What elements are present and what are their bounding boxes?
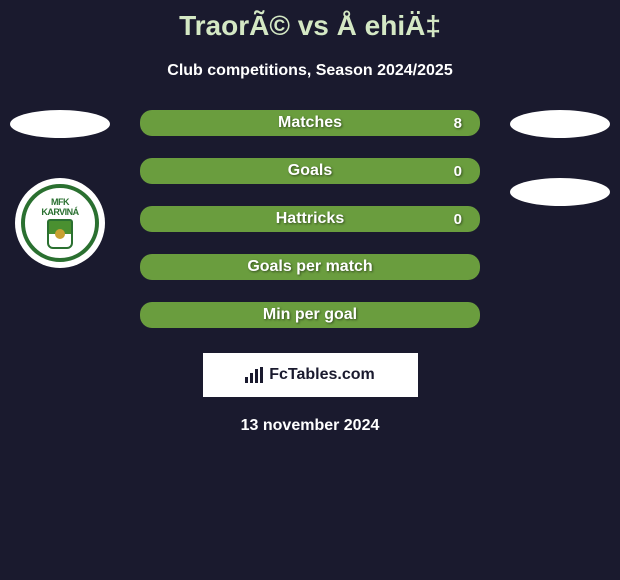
main-content: MFK KARVINÁ Matches 8 Goals 0 Hattricks … [0, 110, 620, 328]
stat-label: Goals per match [247, 258, 372, 276]
shield-ball-icon [55, 229, 65, 239]
stat-label: Min per goal [263, 306, 357, 324]
stat-value: 8 [454, 115, 462, 132]
brand-text: FcTables.com [269, 366, 375, 384]
left-column: MFK KARVINÁ [10, 110, 110, 268]
stat-row-hattricks: Hattricks 0 [140, 206, 480, 232]
page-subtitle: Club competitions, Season 2024/2025 [167, 62, 452, 80]
stat-value: 0 [454, 211, 462, 228]
stat-value: 0 [454, 163, 462, 180]
bars-icon [245, 367, 263, 383]
club-logo-inner: MFK KARVINÁ [21, 184, 99, 262]
footer-brand-box: FcTables.com [203, 353, 418, 397]
stat-label: Matches [278, 114, 342, 132]
right-column [510, 110, 610, 206]
stat-label: Goals [288, 162, 332, 180]
player-avatar-placeholder [510, 178, 610, 206]
stat-row-goals-per-match: Goals per match [140, 254, 480, 280]
club-logo-text-bottom: KARVINÁ [41, 207, 78, 217]
stat-label: Hattricks [276, 210, 344, 228]
stat-row-min-per-goal: Min per goal [140, 302, 480, 328]
date-text: 13 november 2024 [241, 417, 380, 435]
club-logo-text-top: MFK [51, 197, 69, 207]
stat-row-goals: Goals 0 [140, 158, 480, 184]
club-logo: MFK KARVINÁ [15, 178, 105, 268]
stat-row-matches: Matches 8 [140, 110, 480, 136]
club-shield-icon [47, 219, 73, 249]
page-title: TraorÃ© vs Å ehiÄ‡ [179, 10, 441, 42]
player-avatar-placeholder [510, 110, 610, 138]
player-avatar-placeholder [10, 110, 110, 138]
brand-logo [245, 367, 263, 383]
stats-column: Matches 8 Goals 0 Hattricks 0 Goals per … [140, 110, 480, 328]
